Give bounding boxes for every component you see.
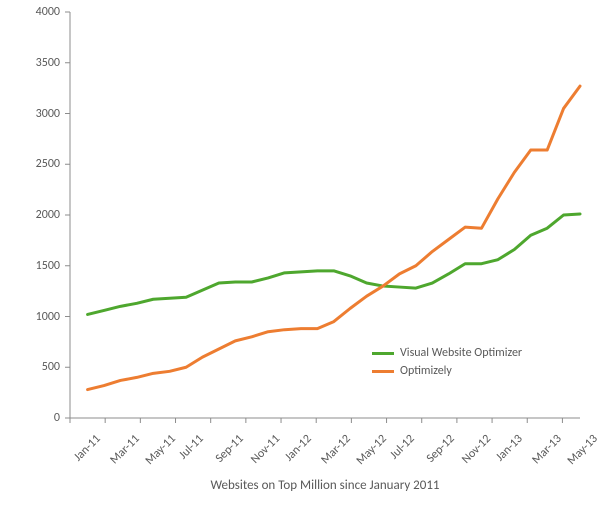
y-tick-label: 3000: [0, 107, 60, 121]
y-tick-label: 3500: [0, 56, 60, 70]
legend-label: Visual Website Optimizer: [400, 346, 522, 360]
y-tick-label: 4000: [0, 5, 60, 19]
series-line: [88, 86, 580, 389]
line-chart: 05001000150020002500300035004000 Jan-11M…: [0, 0, 600, 506]
legend-item: Visual Website Optimizer: [372, 346, 522, 360]
legend-label: Optimizely: [400, 364, 452, 378]
y-tick-label: 0: [0, 411, 60, 425]
legend: Visual Website Optimizer Optimizely: [372, 346, 522, 382]
y-tick-label: 2000: [0, 208, 60, 222]
y-tick-label: 500: [0, 360, 60, 374]
legend-item: Optimizely: [372, 364, 522, 378]
chart-caption: Websites on Top Million since January 20…: [70, 478, 580, 493]
y-tick-label: 1000: [0, 310, 60, 324]
y-tick-label: 1500: [0, 259, 60, 273]
legend-swatch: [372, 352, 394, 355]
chart-svg: [0, 0, 600, 506]
legend-swatch: [372, 370, 394, 373]
y-tick-label: 2500: [0, 157, 60, 171]
series-line: [88, 214, 580, 314]
